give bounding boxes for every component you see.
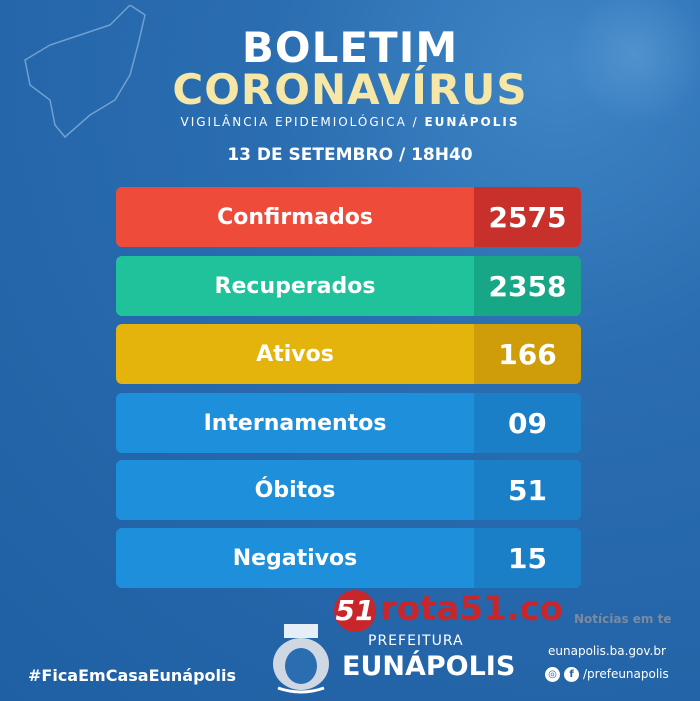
subtitle: VIGILÂNCIA EPIDEMIOLÓGICA / EUNÁPOLIS xyxy=(180,115,520,129)
stat-value: 2575 xyxy=(474,187,581,247)
watermark-badge: 51 xyxy=(334,590,376,632)
social-handle[interactable]: ◎ f /prefeunapolis xyxy=(545,667,669,682)
title-line1: BOLETIM xyxy=(241,23,459,72)
website-link[interactable]: eunapolis.ba.gov.br xyxy=(548,644,666,658)
stat-value: 2358 xyxy=(474,256,581,316)
social-handle-text: /prefeunapolis xyxy=(583,667,669,681)
date: 13 DE SETEMBRO / 18H40 xyxy=(227,145,473,165)
stat-row-recuperados: Recuperados 2358 xyxy=(116,256,581,316)
city-crest-logo xyxy=(273,624,329,694)
stat-row-confirmados: Confirmados 2575 xyxy=(116,187,581,247)
stat-label: Recuperados xyxy=(214,273,376,299)
stat-label: Ativos xyxy=(256,341,334,367)
stat-label: Confirmados xyxy=(217,204,373,230)
title-line2: CORONAVÍRUS xyxy=(172,65,528,114)
stat-value: 166 xyxy=(474,324,581,384)
stat-row-negativos: Negativos 15 xyxy=(116,528,581,588)
virus-illustration xyxy=(550,0,700,130)
instagram-icon[interactable]: ◎ xyxy=(545,667,560,682)
state-map-outline xyxy=(24,5,146,139)
city-name: EUNÁPOLIS xyxy=(342,651,516,682)
stat-value: 15 xyxy=(474,528,581,588)
stat-value: 51 xyxy=(474,460,581,520)
stat-value: 09 xyxy=(474,393,581,453)
stat-row-obitos: Óbitos 51 xyxy=(116,460,581,520)
watermark-tagline: Notícias em te xyxy=(574,612,672,626)
facebook-icon[interactable]: f xyxy=(564,667,579,682)
watermark-text: rota51.co xyxy=(380,589,564,629)
stat-label: Internamentos xyxy=(203,410,387,436)
hashtag: #FicaEmCasaEunápolis xyxy=(28,666,237,685)
prefeitura-label: PREFEITURA xyxy=(368,633,464,649)
stat-row-internamentos: Internamentos 09 xyxy=(116,393,581,453)
stat-label: Óbitos xyxy=(254,477,336,503)
stat-label: Negativos xyxy=(232,545,358,571)
stat-row-ativos: Ativos 166 xyxy=(116,324,581,384)
